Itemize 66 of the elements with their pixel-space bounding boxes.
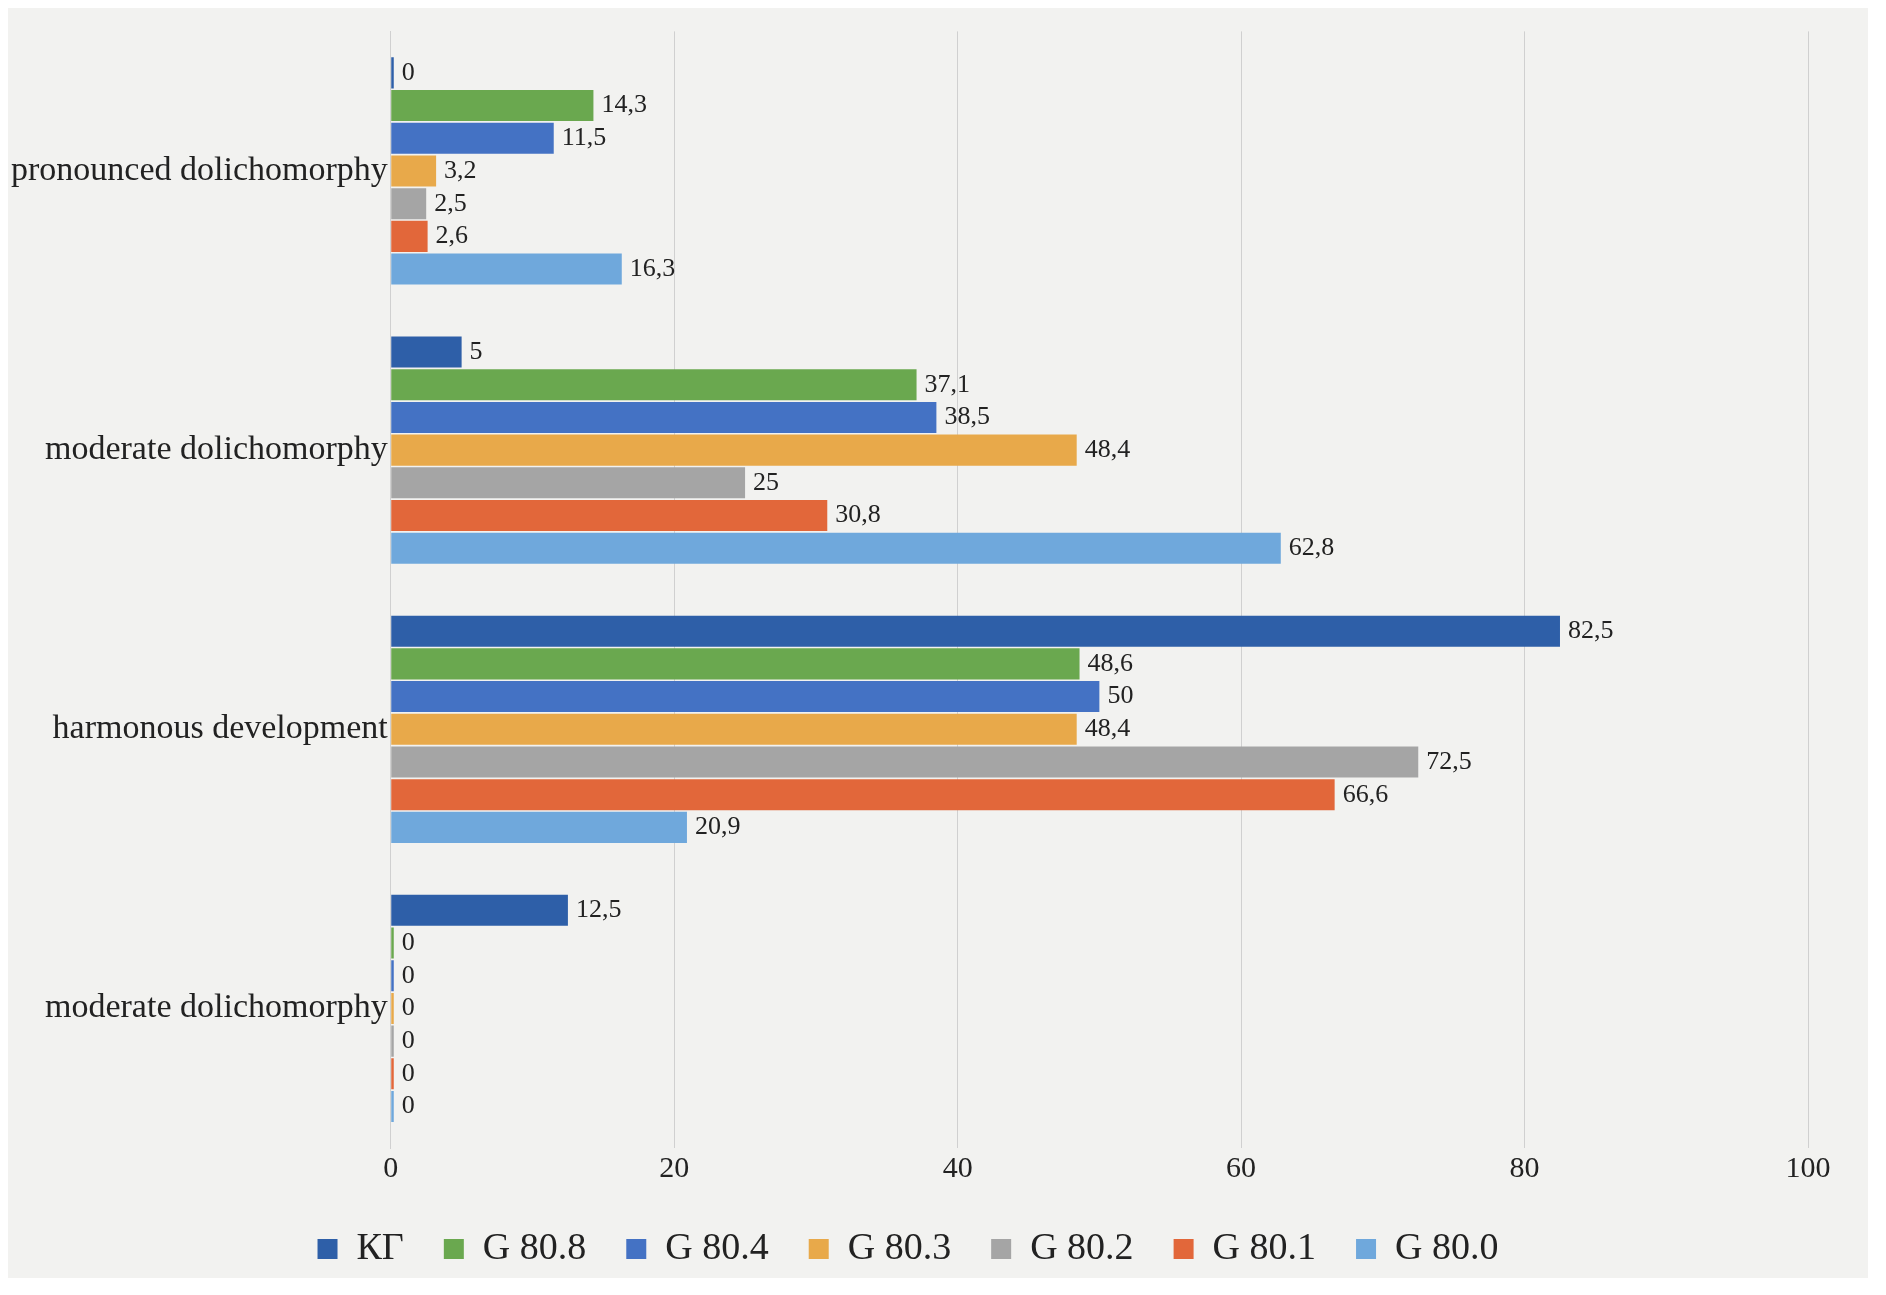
bar bbox=[391, 746, 1419, 778]
data-label: 66,6 bbox=[1342, 778, 1389, 808]
data-label: 0 bbox=[401, 926, 415, 956]
bar bbox=[391, 811, 687, 843]
data-label: 0 bbox=[401, 992, 415, 1022]
bar bbox=[391, 90, 594, 122]
data-label: 5 bbox=[469, 335, 483, 365]
bar bbox=[391, 648, 1080, 680]
x-tick-label: 0 bbox=[383, 1149, 399, 1183]
bar bbox=[391, 779, 1335, 811]
data-label: 0 bbox=[401, 56, 415, 86]
bar bbox=[391, 220, 428, 252]
legend-label: G 80.3 bbox=[847, 1224, 952, 1267]
y-tick-label: moderate dolichomorphy bbox=[45, 429, 388, 467]
bar bbox=[391, 713, 1077, 745]
data-label: 48,4 bbox=[1084, 713, 1131, 743]
bar bbox=[391, 253, 622, 285]
x-tick-label: 100 bbox=[1785, 1149, 1831, 1183]
data-label: 2,6 bbox=[435, 220, 469, 250]
y-tick-label: pronounced dolichomorphy bbox=[10, 149, 388, 187]
data-label: 0 bbox=[401, 1057, 415, 1087]
legend-label: КГ bbox=[356, 1224, 404, 1267]
bar bbox=[391, 467, 746, 499]
bar bbox=[391, 434, 1077, 466]
bar bbox=[391, 401, 937, 433]
data-label: 11,5 bbox=[561, 122, 607, 152]
data-label: 25 bbox=[753, 466, 780, 496]
legend-label: G 80.2 bbox=[1030, 1224, 1134, 1267]
bar bbox=[391, 894, 568, 926]
data-label: 0 bbox=[401, 1024, 415, 1054]
bar bbox=[391, 532, 1281, 564]
data-label: 48,4 bbox=[1084, 433, 1131, 463]
data-label: 50 bbox=[1107, 680, 1134, 710]
data-label: 48,6 bbox=[1087, 647, 1134, 677]
legend-label: G 80.4 bbox=[665, 1224, 769, 1267]
x-tick-label: 40 bbox=[942, 1149, 973, 1183]
legend-label: G 80.8 bbox=[482, 1224, 587, 1267]
legend-label: G 80.0 bbox=[1395, 1224, 1499, 1267]
bar bbox=[391, 615, 1560, 647]
data-label: 82,5 bbox=[1567, 615, 1614, 644]
x-tick-label: 20 bbox=[659, 1149, 690, 1183]
data-label: 12,5 bbox=[575, 894, 622, 924]
data-label: 0 bbox=[401, 959, 415, 989]
data-label: 62,8 bbox=[1288, 532, 1335, 562]
data-label: 37,1 bbox=[924, 368, 971, 398]
data-label: 30,8 bbox=[835, 499, 881, 529]
data-label: 2,5 bbox=[434, 187, 467, 217]
data-label: 3,2 bbox=[444, 154, 477, 184]
bar bbox=[391, 122, 554, 154]
bar bbox=[391, 155, 437, 187]
bar bbox=[391, 499, 828, 532]
bar bbox=[391, 336, 462, 368]
bar bbox=[391, 681, 1100, 713]
legend-label: G 80.1 bbox=[1212, 1224, 1317, 1267]
data-label: 72,5 bbox=[1426, 745, 1472, 775]
y-tick-label: harmonous development bbox=[52, 708, 389, 746]
data-label: 16,3 bbox=[629, 252, 676, 282]
bar bbox=[391, 188, 427, 220]
bar bbox=[391, 369, 917, 401]
data-label: 20,9 bbox=[694, 811, 741, 841]
data-label: 14,3 bbox=[601, 89, 647, 119]
x-tick-label: 80 bbox=[1509, 1149, 1540, 1183]
data-label: 38,5 bbox=[944, 401, 990, 431]
y-tick-label: moderate dolichomorphy bbox=[45, 987, 388, 1025]
x-tick-label: 60 bbox=[1226, 1149, 1257, 1183]
data-label: 0 bbox=[401, 1090, 415, 1120]
